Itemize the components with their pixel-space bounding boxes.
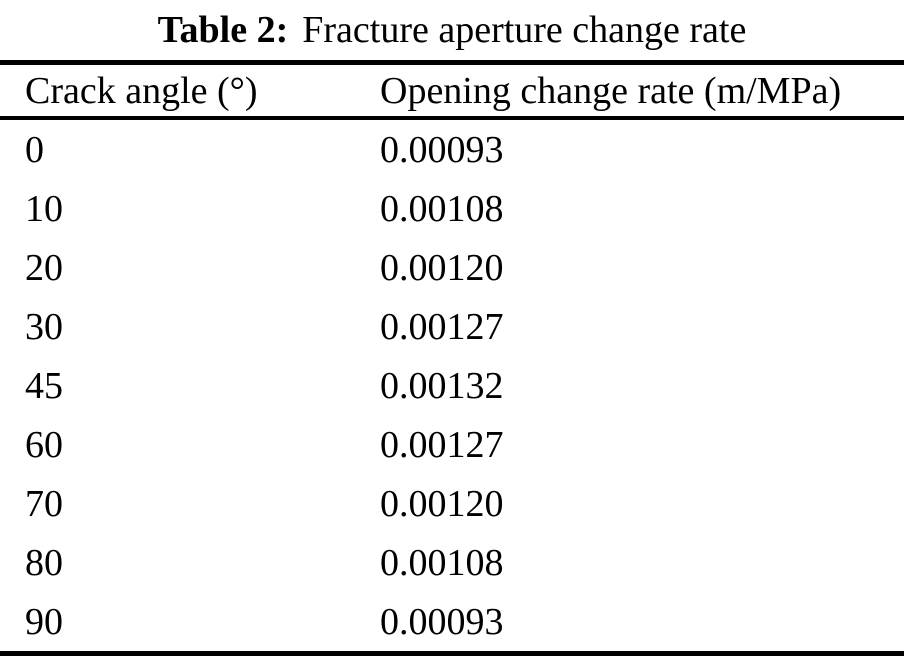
table-row: 90 0.00093 [0, 592, 904, 651]
cell-angle: 0 [25, 128, 44, 171]
table-header-row: Crack angle (°) Opening change rate (m/M… [0, 65, 904, 120]
table-row: 30 0.00127 [0, 297, 904, 356]
cell-rate: 0.00108 [380, 541, 504, 584]
cell-rate: 0.00127 [380, 423, 504, 466]
cell-rate: 0.00108 [380, 187, 504, 230]
table-caption: Table 2: Fracture aperture change rate [0, 0, 904, 60]
column-header-crack-angle: Crack angle (°) [25, 69, 258, 112]
cell-rate: 0.00093 [380, 128, 504, 171]
table-caption-text: Fracture aperture change rate [302, 9, 747, 51]
cell-angle: 30 [25, 305, 63, 348]
cell-angle: 20 [25, 246, 63, 289]
column-header-opening-change-rate: Opening change rate (m/MPa) [380, 69, 842, 112]
cell-rate: 0.00132 [380, 364, 504, 407]
cell-angle: 60 [25, 423, 63, 466]
table-row: 60 0.00127 [0, 415, 904, 474]
table-row: 10 0.00108 [0, 179, 904, 238]
table-caption-label: Table 2: [157, 9, 289, 51]
cell-angle: 80 [25, 541, 63, 584]
cell-rate: 0.00093 [380, 600, 504, 643]
cell-rate: 0.00120 [380, 482, 504, 525]
cell-rate: 0.00127 [380, 305, 504, 348]
cell-angle: 90 [25, 600, 63, 643]
table-row: 20 0.00120 [0, 238, 904, 297]
cell-rate: 0.00120 [380, 246, 504, 289]
table-row: 80 0.00108 [0, 533, 904, 592]
data-table: Crack angle (°) Opening change rate (m/M… [0, 60, 904, 656]
cell-angle: 45 [25, 364, 63, 407]
cell-angle: 10 [25, 187, 63, 230]
table-row: 0 0.00093 [0, 120, 904, 179]
cell-angle: 70 [25, 482, 63, 525]
table-row: 45 0.00132 [0, 356, 904, 415]
table-row: 70 0.00120 [0, 474, 904, 533]
